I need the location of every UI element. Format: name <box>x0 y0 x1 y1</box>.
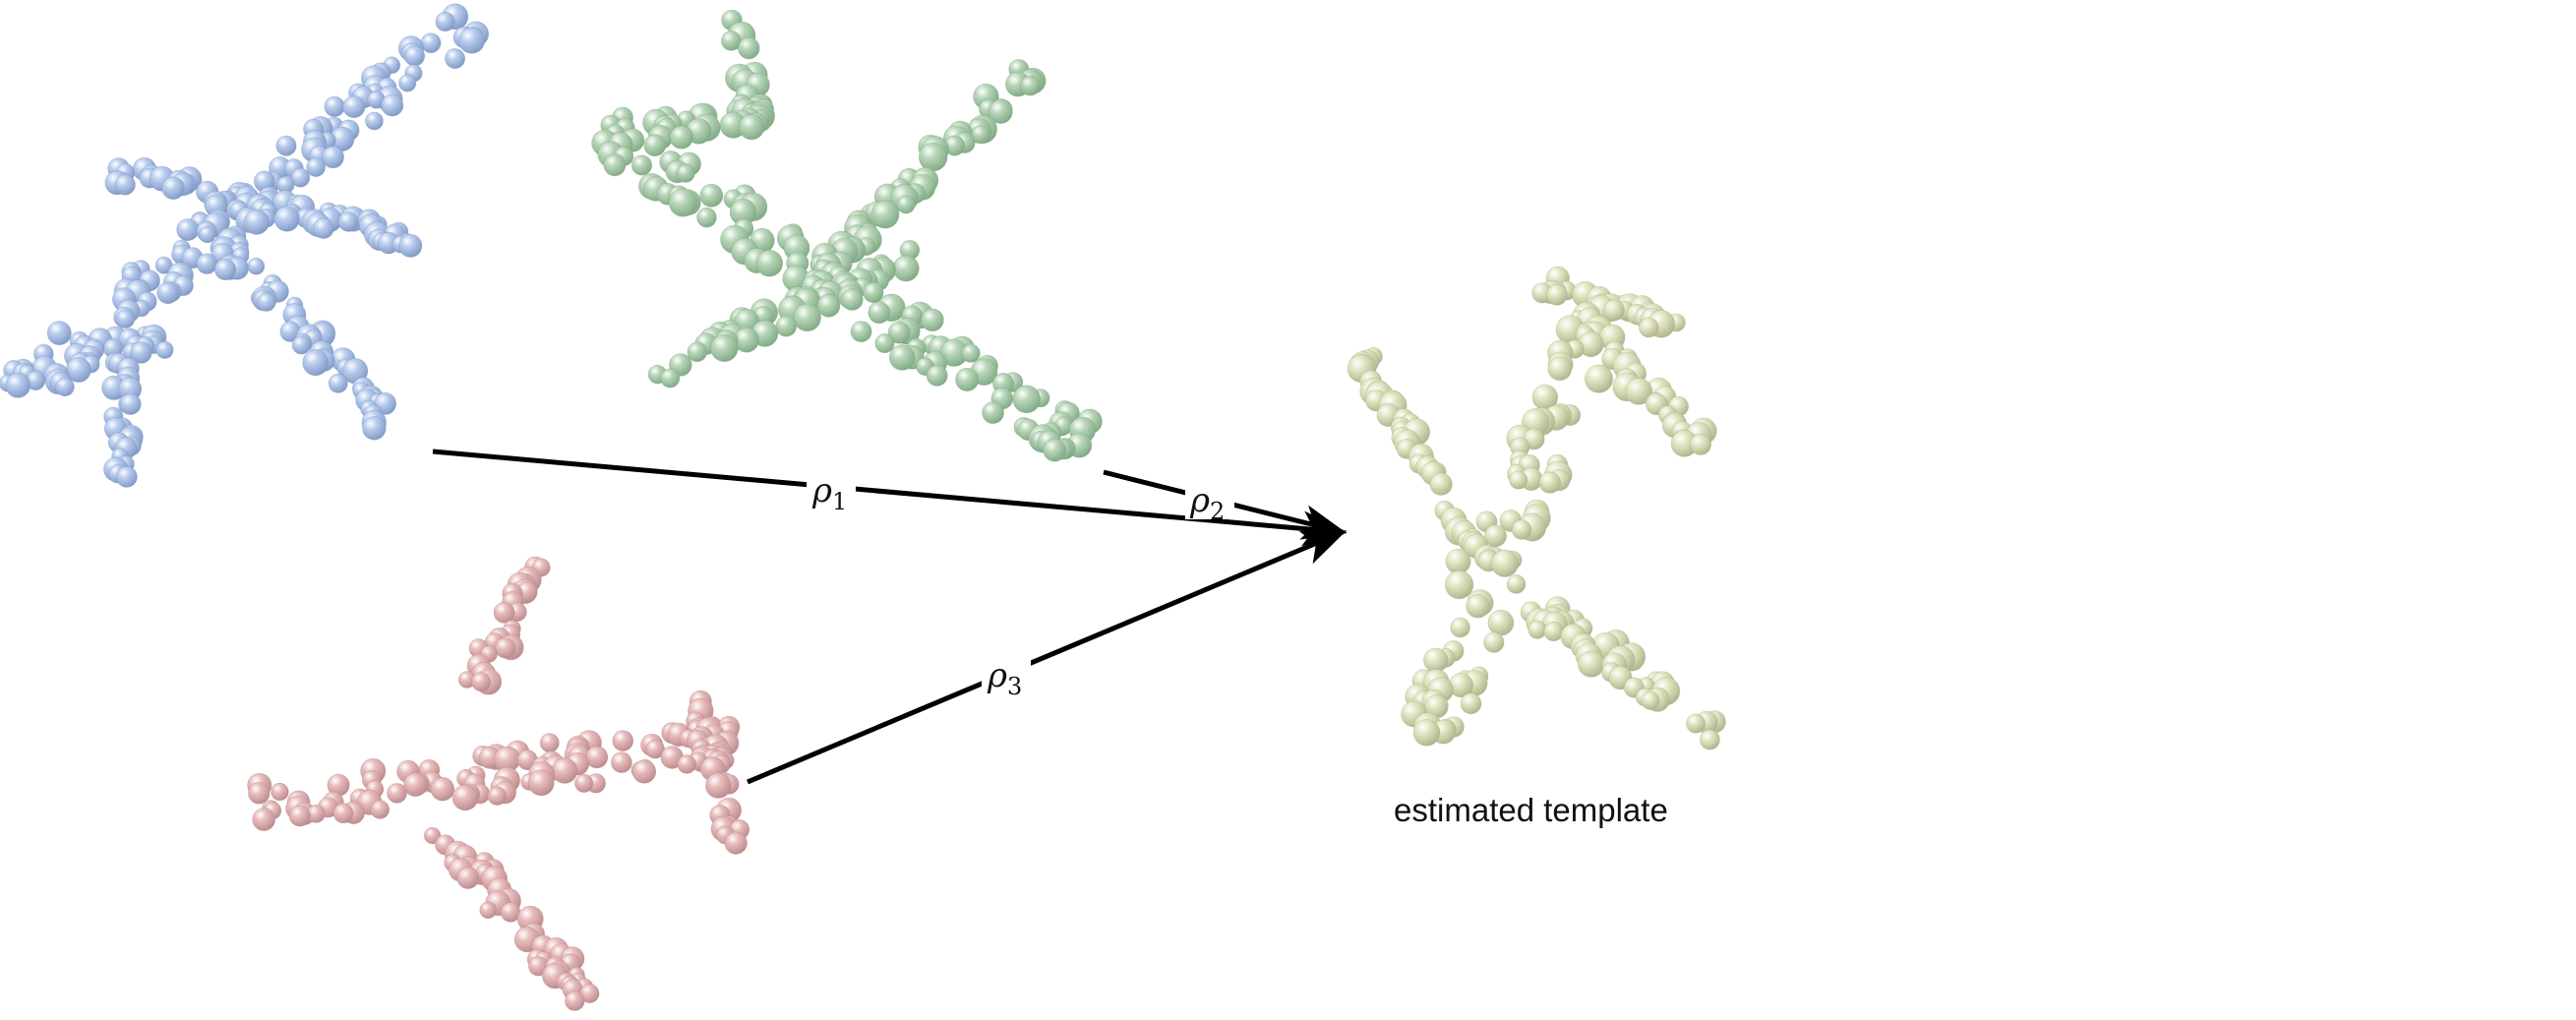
estimated-template-airplane-icon <box>1347 266 1726 750</box>
arrow-labels: ρ1 ρ2 ρ3 <box>807 470 1234 700</box>
arrow-rho-3 <box>747 529 1348 785</box>
rho-3-label: ρ3 <box>987 656 1022 700</box>
rho-2-label: ρ2 <box>1189 481 1225 525</box>
template-caption: estimated template <box>1394 792 1668 828</box>
source-airplane-2-icon <box>591 9 1103 462</box>
source-airplane-1-icon <box>0 3 489 488</box>
rho-1-label: ρ1 <box>811 471 847 515</box>
source-airplane-3-icon <box>247 556 750 1011</box>
